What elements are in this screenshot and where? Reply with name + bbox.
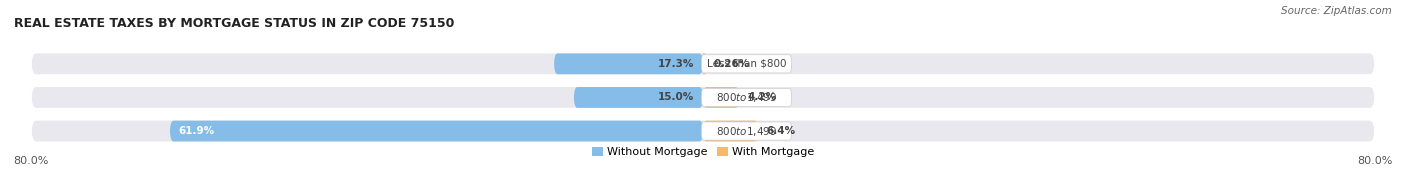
FancyBboxPatch shape [574, 87, 703, 108]
FancyBboxPatch shape [702, 88, 792, 106]
FancyBboxPatch shape [554, 54, 703, 74]
FancyBboxPatch shape [703, 121, 758, 142]
FancyBboxPatch shape [702, 55, 792, 73]
FancyBboxPatch shape [170, 121, 703, 142]
Legend: Without Mortgage, With Mortgage: Without Mortgage, With Mortgage [588, 142, 818, 162]
Text: Less than $800: Less than $800 [707, 59, 786, 69]
Text: 15.0%: 15.0% [658, 93, 695, 103]
Text: 61.9%: 61.9% [179, 126, 215, 136]
Text: $800 to $1,499: $800 to $1,499 [716, 91, 778, 104]
Text: 17.3%: 17.3% [658, 59, 695, 69]
Text: $800 to $1,499: $800 to $1,499 [716, 124, 778, 138]
Text: Source: ZipAtlas.com: Source: ZipAtlas.com [1281, 6, 1392, 16]
FancyBboxPatch shape [703, 87, 740, 108]
Text: 4.2%: 4.2% [748, 93, 778, 103]
FancyBboxPatch shape [702, 122, 792, 140]
Text: 6.4%: 6.4% [766, 126, 796, 136]
FancyBboxPatch shape [702, 54, 706, 74]
FancyBboxPatch shape [31, 54, 1375, 74]
FancyBboxPatch shape [31, 121, 1375, 142]
Text: REAL ESTATE TAXES BY MORTGAGE STATUS IN ZIP CODE 75150: REAL ESTATE TAXES BY MORTGAGE STATUS IN … [14, 17, 454, 30]
Text: 0.26%: 0.26% [714, 59, 749, 69]
FancyBboxPatch shape [31, 87, 1375, 108]
